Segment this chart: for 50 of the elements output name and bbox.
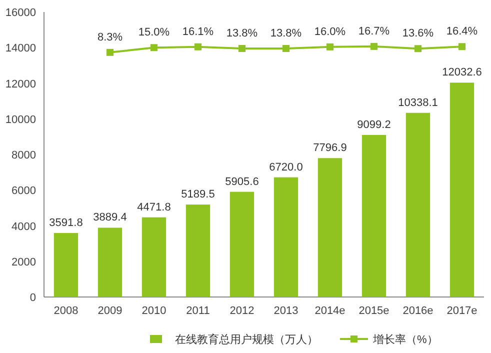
bar bbox=[450, 82, 474, 297]
x-tick-label: 2009 bbox=[98, 305, 122, 317]
data-label: 7796.9 bbox=[313, 142, 347, 154]
data-label: 3889.4 bbox=[93, 212, 127, 224]
y-tick-label: 6000 bbox=[12, 185, 36, 198]
y-tick-label: 10000 bbox=[5, 114, 36, 126]
data-label: 5905.6 bbox=[225, 176, 259, 188]
legend-label: 增长率（%） bbox=[372, 333, 438, 346]
x-tick-label: 2015e bbox=[358, 305, 390, 317]
bar bbox=[98, 228, 122, 297]
data-label: 4471.8 bbox=[137, 201, 171, 214]
data-label: 8.3% bbox=[97, 31, 123, 44]
y-tick-label: 16000 bbox=[5, 7, 36, 19]
bar bbox=[186, 204, 210, 297]
data-label: 16.0% bbox=[314, 26, 346, 38]
x-tick-label: 2016e bbox=[402, 305, 434, 317]
data-label: 16.7% bbox=[358, 25, 390, 38]
y-tick-label: 14000 bbox=[5, 42, 36, 55]
x-tick-label: 2013 bbox=[274, 305, 298, 317]
data-label: 13.8% bbox=[270, 27, 302, 40]
x-tick-label: 2010 bbox=[142, 305, 166, 317]
data-label: 12032.6 bbox=[442, 66, 482, 79]
data-label: 16.1% bbox=[182, 26, 214, 38]
data-label: 9099.2 bbox=[357, 118, 391, 131]
data-label: 15.0% bbox=[138, 26, 170, 39]
bar bbox=[274, 177, 298, 297]
data-label: 16.4% bbox=[446, 26, 478, 38]
data-label: 6720.0 bbox=[269, 161, 303, 174]
data-label: 3591.8 bbox=[49, 217, 83, 230]
x-tick-label: 2012 bbox=[230, 305, 254, 317]
x-tick-label: 2011 bbox=[186, 305, 210, 317]
bar bbox=[362, 134, 386, 297]
x-tick-label: 2014e bbox=[314, 305, 346, 317]
data-label: 5189.5 bbox=[181, 188, 215, 201]
bar bbox=[318, 158, 342, 297]
y-tick-label: 2000 bbox=[12, 256, 36, 268]
bar bbox=[230, 192, 254, 297]
y-tick-label: 12000 bbox=[5, 78, 36, 90]
x-tick-label: 2008 bbox=[54, 305, 78, 317]
data-label: 13.6% bbox=[402, 28, 434, 40]
data-label: 10338.1 bbox=[398, 96, 438, 109]
legend-label: 在线教育总用户规模（万人） bbox=[175, 333, 318, 346]
y-tick-label: 0 bbox=[30, 292, 36, 304]
bar bbox=[142, 217, 166, 297]
bar bbox=[54, 233, 78, 297]
x-tick-label: 2017e bbox=[446, 305, 478, 317]
bar bbox=[406, 112, 430, 297]
y-tick-label: 4000 bbox=[12, 220, 36, 233]
y-tick-label: 8000 bbox=[12, 150, 36, 162]
data-label: 13.8% bbox=[226, 27, 258, 40]
